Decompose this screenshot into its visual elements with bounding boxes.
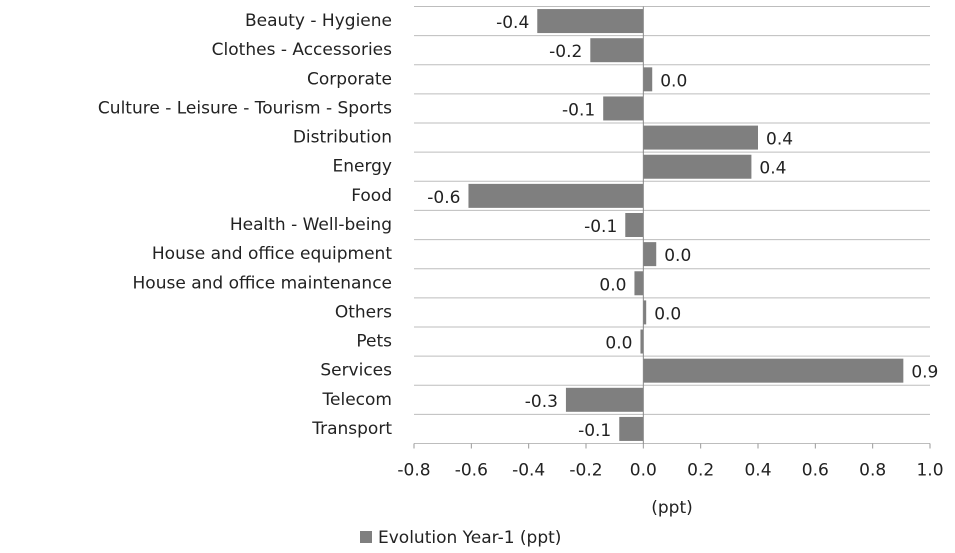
x-axis-label: (ppt)	[651, 498, 693, 518]
data-label: -0.1	[578, 421, 611, 441]
y-tick-label: Telecom	[322, 390, 392, 410]
data-label: -0.3	[525, 392, 558, 412]
data-label: -0.4	[496, 13, 529, 33]
data-label: -0.2	[549, 42, 582, 62]
x-tick-label: 0.4	[744, 461, 771, 481]
bar	[468, 183, 644, 208]
y-tick-label: Health - Well-being	[230, 215, 392, 235]
x-tick-label: 0.6	[802, 461, 829, 481]
bar	[643, 358, 904, 383]
x-tick-label: -0.6	[455, 461, 488, 481]
bar	[537, 9, 644, 34]
y-tick-label: Pets	[356, 332, 392, 352]
bar	[603, 96, 644, 121]
x-tick-label: 0.2	[687, 461, 714, 481]
x-tick-label: 0.8	[859, 461, 886, 481]
data-label: -0.1	[584, 217, 617, 237]
bar	[643, 242, 657, 267]
data-label: 0.0	[599, 275, 626, 295]
legend-label: Evolution Year-1 (ppt)	[378, 528, 561, 548]
y-tick-label: Beauty - Hygiene	[245, 11, 392, 31]
legend-swatch	[360, 531, 372, 543]
bar	[643, 67, 653, 92]
x-tick-label: -0.4	[512, 461, 545, 481]
bar	[590, 38, 644, 63]
bar	[643, 300, 647, 325]
x-tick-label: 0.0	[630, 461, 657, 481]
x-tick-label: 1.0	[916, 461, 943, 481]
bar	[565, 387, 644, 412]
y-tick-label: Distribution	[293, 128, 392, 148]
data-label: 0.4	[766, 130, 793, 150]
x-tick-label: -0.2	[569, 461, 602, 481]
bar	[640, 329, 644, 354]
bar	[634, 271, 644, 296]
y-tick-label: Others	[335, 302, 392, 322]
y-tick-label: Food	[351, 186, 392, 206]
y-tick-label: House and office maintenance	[133, 273, 392, 293]
bar	[625, 213, 644, 237]
x-tick-label: -0.8	[397, 461, 430, 481]
y-tick-label: Clothes - Accessories	[212, 40, 392, 60]
y-tick-label: Energy	[332, 157, 392, 177]
data-label: -0.1	[562, 100, 595, 120]
y-tick-label: House and office equipment	[152, 244, 392, 264]
y-tick-label: Culture - Leisure - Tourism - Sports	[98, 98, 392, 118]
data-label: 0.0	[605, 334, 632, 354]
y-tick-label: Services	[320, 361, 392, 381]
data-label: 0.9	[911, 363, 938, 383]
data-label: 0.4	[759, 159, 786, 179]
data-label: 0.0	[660, 71, 687, 91]
data-label: -0.6	[427, 188, 460, 208]
bar	[643, 125, 758, 150]
data-label: 0.0	[664, 246, 691, 266]
bar	[619, 416, 644, 441]
bar	[643, 154, 752, 179]
data-label: 0.0	[654, 304, 681, 324]
y-tick-label: Corporate	[307, 69, 392, 89]
y-tick-label: Transport	[311, 419, 392, 439]
